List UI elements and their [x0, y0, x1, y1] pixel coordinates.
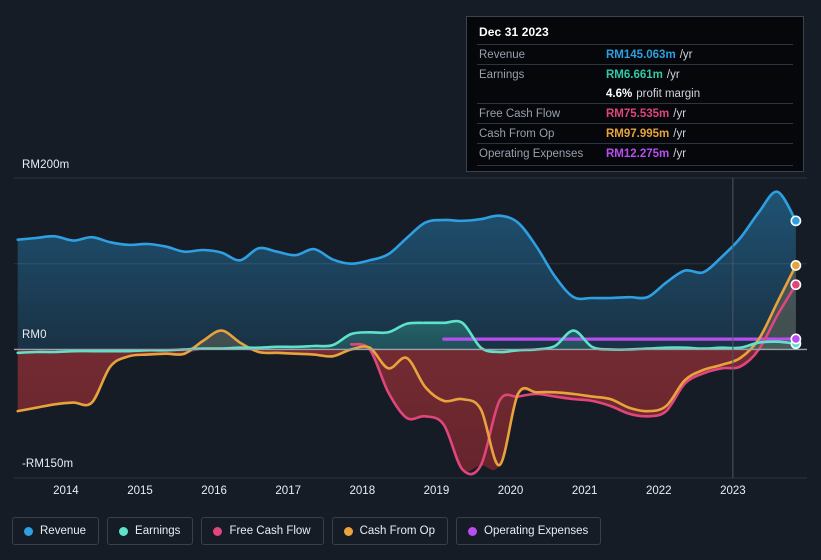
tooltip-row-unit: /yr — [673, 107, 687, 120]
endpoint-marker-free-cash-flow — [790, 279, 802, 291]
tooltip-row-value: RM75.535m — [606, 107, 670, 120]
legend-item-cash-from-op[interactable]: Cash From Op — [331, 517, 449, 545]
tooltip-date: Dec 31 2023 — [479, 25, 549, 39]
endpoint-marker-cash-from-op — [790, 260, 802, 271]
x-axis-tick-2021: 2021 — [571, 485, 598, 497]
series-endpoint-markers — [790, 215, 802, 350]
tooltip-row-label: Operating Expenses — [479, 147, 584, 160]
negative-cashflow-area — [17, 345, 796, 472]
series-line-revenue — [16, 190, 798, 301]
tooltip-row-value: 4.6% — [606, 87, 633, 100]
endpoint-marker-operating-expenses — [790, 333, 802, 345]
chart-tooltip: Dec 31 2023 Revenue RM145.063m/yr Earnings… — [466, 16, 804, 172]
legend-item-label: Cash From Op — [359, 525, 436, 537]
tooltip-row-unit: profit margin — [636, 87, 701, 100]
revenue-area — [17, 191, 796, 350]
legend-color-dot — [24, 526, 33, 536]
x-axis-tick-2015: 2015 — [127, 485, 153, 497]
tooltip-rows: Revenue RM145.063m/yr Earnings RM6.661m/yr 4… — [477, 44, 793, 163]
legend-color-dot — [119, 526, 129, 536]
tooltip-bottom-rule — [477, 165, 793, 166]
tooltip-row-unit: /yr — [666, 68, 680, 81]
chart-series-layers — [16, 190, 798, 476]
x-axis-tick-2019: 2019 — [423, 485, 450, 497]
tooltip-row: Free Cash Flow RM75.535m/yr — [477, 103, 793, 123]
legend-item-revenue[interactable]: Revenue — [12, 517, 100, 545]
y-axis-label-bottom: -RM150m — [22, 458, 74, 470]
x-axis-tick-2017: 2017 — [275, 485, 301, 497]
tooltip-row-label: Earnings — [479, 68, 525, 81]
legend-item-label: Operating Expenses — [484, 525, 589, 537]
tooltip-row: Cash From Op RM97.995m/yr — [477, 123, 793, 143]
tooltip-row-unit: /yr — [679, 48, 693, 61]
x-axis-tick-2020: 2020 — [497, 485, 524, 497]
series-line-cash-from-op — [16, 264, 798, 467]
tooltip-row-label: Cash From Op — [479, 127, 555, 140]
y-axis-label-zero: RM0 — [22, 329, 47, 341]
tooltip-row-value: RM12.275m — [606, 147, 670, 160]
tooltip-row: 4.6% profit margin — [477, 84, 793, 103]
tooltip-row-unit: /yr — [673, 127, 687, 140]
x-axis-tick-2018: 2018 — [349, 485, 376, 497]
tooltip-row: Revenue RM145.063m/yr — [477, 44, 793, 64]
y-axis-label-top: RM200m — [22, 159, 70, 171]
legend-item-label: Revenue — [40, 525, 87, 537]
tooltip-row-value: RM145.063m — [606, 48, 676, 61]
tooltip-row-label: Free Cash Flow — [479, 107, 561, 120]
legend-item-operating-expenses[interactable]: Operating Expenses — [456, 517, 602, 545]
endpoint-marker-revenue — [790, 215, 802, 227]
x-axis-tick-2023: 2023 — [720, 485, 746, 497]
legend-item-earnings[interactable]: Earnings — [107, 517, 194, 545]
legend-color-dot — [468, 526, 478, 536]
x-axis-tick-2014: 2014 — [53, 485, 79, 497]
tooltip-row-label: Revenue — [479, 48, 526, 61]
series-line-earnings — [16, 319, 798, 355]
legend-color-dot — [213, 526, 223, 536]
series-line-free-cash-flow — [349, 283, 798, 476]
tooltip-row-unit: /yr — [673, 147, 687, 160]
tooltip-row: Operating Expenses RM12.275m/yr — [477, 143, 793, 163]
legend-item-label: Earnings — [135, 525, 181, 537]
legend-color-dot — [343, 526, 353, 536]
tooltip-row: Earnings RM6.661m/yr — [477, 64, 793, 84]
legend-item-free-cash-flow[interactable]: Free Cash Flow — [201, 517, 324, 545]
tooltip-row-value: RM6.661m — [606, 68, 663, 81]
tooltip-row-value: RM97.995m — [606, 127, 670, 140]
chart-legend: Revenue Earnings Free Cash Flow Cash From O… — [12, 517, 602, 545]
x-axis-tick-2022: 2022 — [645, 485, 672, 497]
x-axis-tick-2016: 2016 — [201, 485, 227, 497]
earnings-area — [17, 321, 796, 351]
legend-item-label: Free Cash Flow — [229, 525, 311, 537]
